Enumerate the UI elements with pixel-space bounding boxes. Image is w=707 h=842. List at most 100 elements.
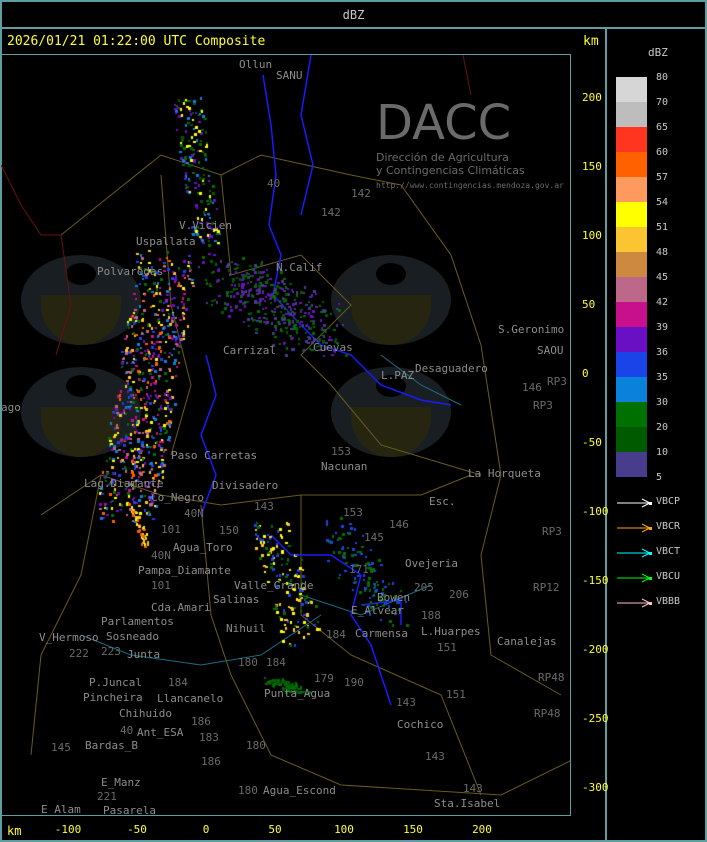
legend-value: 51 (656, 222, 669, 233)
legend-value: 35 (656, 372, 669, 383)
legend-value: 30 (656, 397, 669, 408)
legend-value: 39 (656, 322, 669, 333)
legend-swatch (616, 452, 647, 477)
place-label: Co_Negro (151, 491, 204, 504)
route-label: 223 (101, 645, 121, 658)
place-label: Bowen (377, 591, 411, 604)
route-label: RP48 (534, 707, 561, 720)
route-label: 151 (437, 641, 457, 654)
route-label: 145 (51, 741, 71, 754)
route-label: 142 (321, 206, 341, 219)
y-tick-label: -200 (582, 643, 609, 656)
legend-swatch (616, 377, 647, 402)
place-label: SAOU (537, 344, 564, 357)
y-tick-label: 100 (582, 229, 602, 242)
route-label: 142 (351, 187, 371, 200)
place-label: Parlamentos (101, 615, 174, 628)
place-label: Bardas_B (85, 739, 138, 752)
route-label: 180 (238, 784, 258, 797)
place-label: E_Alam (41, 803, 81, 816)
place-label: Cuevas (313, 341, 353, 354)
legend-value: 70 (656, 97, 669, 108)
route-label: 180 (238, 656, 258, 669)
route-label: 40 (120, 724, 134, 737)
route-label: 184 (326, 628, 346, 641)
place-label: Esc. (429, 495, 456, 508)
place-label: L.PAZ (381, 369, 415, 382)
watermark-url: http://www.contingencias.mendoza.gov.ar (376, 181, 564, 190)
place-label: Punta_Agua (264, 687, 331, 700)
legend-panel (605, 27, 707, 842)
place-label: Ovejeria (405, 557, 458, 570)
place-label: Sta.Isabel (434, 797, 501, 810)
x-tick-label: 150 (403, 823, 423, 836)
header-title: dBZ (342, 8, 365, 22)
route-label: 186 (201, 755, 221, 768)
place-label: Uspallata (136, 235, 196, 248)
legend-title: dBZ (648, 46, 668, 59)
place-label: Carmensa (355, 627, 408, 640)
place-label: V_Hermoso (39, 631, 99, 644)
x-tick-label: -100 (54, 823, 82, 836)
legend-value: 36 (656, 347, 669, 358)
route-label: 171 (349, 563, 369, 576)
route-label: 205 (414, 581, 434, 594)
place-label: L.Huarpes (421, 625, 481, 638)
route-label: 153 (343, 506, 363, 519)
route-label: RP48 (538, 671, 565, 684)
watermark: DACC Dirección de Agricultura y Continge… (376, 95, 570, 190)
place-label: Pasarela (103, 804, 156, 816)
legend-swatch (616, 227, 647, 252)
x-tick-label: 0 (202, 823, 210, 836)
route-label: RP3 (533, 399, 553, 412)
route-label: 184 (266, 656, 286, 669)
route-label: 206 (449, 588, 469, 601)
place-label: E_Alvear (351, 604, 404, 617)
route-label: 188 (421, 609, 441, 622)
route-label: RP12 (533, 581, 560, 594)
y-tick-label: -250 (582, 712, 609, 725)
radar-map[interactable]: DACC Dirección de Agricultura y Continge… (0, 54, 571, 816)
place-label: Cochico (397, 718, 444, 731)
legend-swatch (616, 252, 647, 277)
route-label: 40N (184, 507, 204, 520)
route-label: 146 (522, 381, 542, 394)
place-label: Carrizal (223, 344, 276, 357)
place-label: E_Manz (101, 776, 141, 789)
radar-arrow-icon (617, 598, 652, 608)
legend-swatch (616, 327, 647, 352)
place-label: Chihuido (119, 707, 172, 720)
route-label: 184 (168, 676, 188, 689)
place-label: Valle_Grande (234, 579, 314, 592)
watermark-line2: y Contingencias Climáticas (376, 164, 525, 177)
place-label: Cda.Amari (151, 601, 211, 614)
radar-label: VBCR (656, 521, 681, 532)
legend-value: 60 (656, 147, 669, 158)
legend-swatch (616, 102, 647, 127)
legend-swatch (616, 152, 647, 177)
legend-swatch (616, 277, 647, 302)
legend-value: 45 (656, 272, 669, 283)
legend-value: 20 (656, 422, 669, 433)
legend-swatch (616, 177, 647, 202)
y-tick-label: -100 (582, 505, 609, 518)
legend-value: 10 (656, 447, 669, 458)
route-label: 143 (463, 782, 483, 795)
watermark-brand: DACC (376, 95, 512, 151)
x-tick-label: 100 (334, 823, 354, 836)
route-label: 143 (425, 750, 445, 763)
route-label: RP3 (547, 375, 567, 388)
place-label: Canalejas (497, 635, 557, 648)
place-label: N.Calif (276, 261, 323, 274)
route-label: 183 (199, 731, 219, 744)
legend-swatch (616, 352, 647, 377)
route-label: 143 (396, 696, 416, 709)
route-label: RP3 (542, 525, 562, 538)
place-label: Agua_Escond (263, 784, 336, 797)
place-label: Salinas (213, 593, 260, 606)
place-label: La Horqueta (468, 467, 541, 480)
route-label: 180 (246, 739, 266, 752)
legend-swatch (616, 427, 647, 452)
y-tick-label: -300 (582, 781, 609, 794)
y-tick-label: 150 (582, 160, 602, 173)
